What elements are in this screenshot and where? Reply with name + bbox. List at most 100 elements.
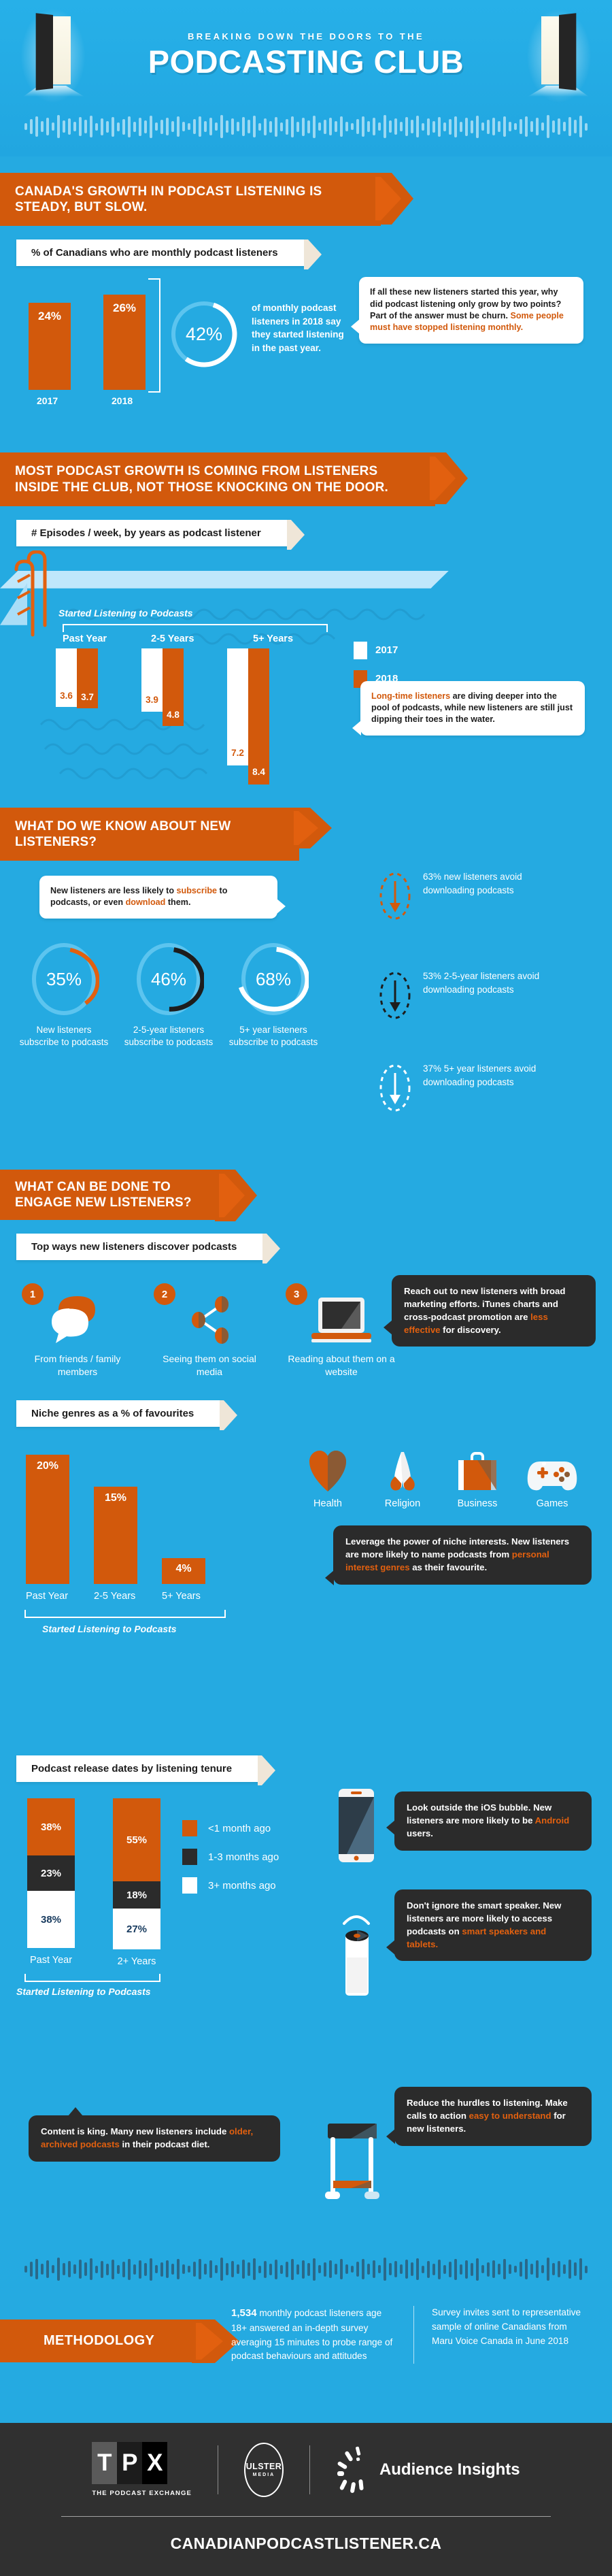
down-arrow-dashed-icon: [379, 972, 411, 1019]
pill-niche-genres-text: Niche genres as a % of favourites: [31, 1408, 194, 1420]
bar-group-2017-2018: 24% 26%: [29, 281, 146, 391]
callout-hurdles-end: for new listeners.: [407, 2111, 566, 2134]
donut-42-caption: of monthly podcast listeners in 2018 say…: [252, 303, 344, 354]
chevron-right-icon: [426, 452, 468, 506]
pill-episodes-week: # Episodes / week, by years as podcast l…: [16, 519, 305, 550]
genre-business: Business: [449, 1442, 506, 1509]
stack-past-year-seg1: 38%: [27, 1798, 75, 1856]
pill-monthly-listeners-text: % of Canadians who are monthly podcast l…: [31, 247, 278, 259]
genre-business-label: Business: [457, 1498, 498, 1510]
stack-past-year-seg2: 23%: [27, 1855, 75, 1892]
callout-speaker-bold: Don't ignore the smart speaker.: [407, 1900, 541, 1911]
bar-past-year-2017-value: 3.6: [60, 690, 73, 701]
stat-avoid-download-5plus-text: 37% 5+ year listeners avoid downloading …: [423, 1063, 537, 1087]
way-2-label: Seeing them on social media: [163, 1353, 256, 1378]
bar-past-year-2018: 3.7: [77, 648, 98, 708]
bar-2-5-years-2017: 3.9: [141, 648, 163, 712]
smartphone-icon: [337, 1787, 375, 1867]
pool-ladder-icon: [10, 550, 57, 642]
callout-ios-end: users.: [407, 1828, 433, 1838]
way-1-number: 1: [22, 1283, 44, 1306]
chevron-right-small-icon: [262, 1234, 281, 1264]
genre-religion: Religion: [374, 1442, 431, 1509]
section-banner-engage: WHAT CAN BE DONE TO ENGAGE NEW LISTENERS…: [0, 1170, 257, 1222]
methodology-col-b-text: Survey invites sent to representative sa…: [432, 2307, 581, 2346]
cat-5-plus-years: 5+ Years: [253, 633, 294, 644]
callout-long-time-listeners: Long-time listeners are diving deeper in…: [352, 680, 585, 736]
discovery-ways-list: 1 From friends / family members 2: [18, 1283, 401, 1378]
discovery-way-2: 2 Seeing them on socia: [150, 1283, 269, 1378]
callout-broad-marketing-a: Reach out to new listeners with broad ma…: [404, 1286, 566, 1322]
footer-site-url[interactable]: CANADIANPODCASTLISTENER.CA: [170, 2534, 442, 2553]
chevron-right-icon: [215, 1170, 257, 1222]
callout-niche-bold: Leverage the power of niche interests.: [345, 1536, 509, 1547]
stack-past-year-seg3: 38%: [27, 1891, 75, 1949]
cat-past-year: Past Year: [63, 633, 107, 644]
methodology-banner-text: METHODOLOGY: [44, 2333, 155, 2349]
callout-niche-interests: Leverage the power of niche interests. N…: [325, 1525, 592, 1586]
bar-2-5-years-2018: 4.8: [163, 648, 184, 726]
callout-content-is-king: Content is king. Many new listeners incl…: [29, 2107, 280, 2162]
callout-subscribe-hl2: download: [125, 897, 166, 908]
tpx-letter-t: T: [92, 2442, 118, 2485]
callout-content-end: in their podcast diet.: [119, 2139, 210, 2150]
stack-past-year-label: Past Year: [29, 1955, 73, 1966]
callout-ios-bubble: Look outside the iOS bubble. New listene…: [386, 1791, 592, 1851]
niche-cat-2-5-years: 2-5 Years: [94, 1591, 136, 1602]
section-banner-growth-inside: MOST PODCAST GROWTH IS COMING FROM LISTE…: [0, 452, 468, 506]
ring-5-plus-year: 68% 5+ year listeners subscribe to podca…: [226, 941, 321, 1048]
way-1-label: From friends / family members: [34, 1353, 121, 1378]
smart-speaker-icon: [333, 1909, 379, 2007]
way-3-number: 3: [286, 1283, 307, 1306]
bracket-decoration: [148, 278, 160, 393]
niche-cat-5-plus-years: 5+ Years: [162, 1591, 201, 1602]
callout-niche-plain: New listeners are more likely to name po…: [345, 1536, 570, 1560]
chevron-right-icon: [192, 2319, 239, 2367]
down-arrow-dashed-icon: [379, 872, 411, 920]
ring-2-5-year-value: 46%: [150, 968, 187, 989]
chart-release-dates: 38% 23% 38% Past Year 55% 18% 27% 2+ Yea…: [0, 1782, 612, 2075]
bar-2018-label: 2018: [112, 395, 133, 407]
ring-new-listeners: 35% New listeners subscribe to podcasts: [16, 941, 112, 1048]
chart-niche-genres: 20% 15% 4% Past Year 2-5 Years 5+ Years …: [0, 1438, 612, 1656]
callout-content-bold: Content is king.: [41, 2126, 108, 2137]
legend6-swatch-2: [182, 1849, 197, 1866]
tpx-letter-p: P: [117, 2442, 143, 2485]
laptop-icon: [282, 1287, 401, 1353]
tpx-subtitle: THE PODCAST EXCHANGE: [92, 2490, 192, 2498]
niche-bar-past-year: 20%: [26, 1455, 69, 1585]
open-door-left-icon: [20, 8, 86, 103]
bar-5-plus-2017-value: 7.2: [231, 747, 244, 758]
bar-pair-2-5-years: 3.9 4.8: [141, 648, 184, 726]
chevron-right-small-icon: [258, 1755, 276, 1786]
discovery-way-3: 3 Reading about them on a website: [282, 1283, 401, 1378]
legend6-label-1: <1 month ago: [208, 1822, 271, 1834]
stack-2-plus-years: 55% 18% 27% 2+ Years: [113, 1798, 160, 1967]
ring-new-listeners-value: 35%: [46, 968, 82, 989]
genre-health: Health: [299, 1442, 356, 1509]
stat-avoid-download-new-text: 63% new listeners avoid downloading podc…: [423, 872, 522, 895]
callout-ios-hl: Android: [534, 1815, 570, 1826]
niche-bar-past-year-value: 20%: [36, 1460, 59, 1472]
callout-hurdles-hl: easy to understand: [469, 2111, 551, 2121]
legend-item-2017: 2017: [354, 641, 398, 659]
callout-hurdles-bold: Reduce the hurdles to listening.: [407, 2098, 543, 2109]
tpx-logo: T P X THE PODCAST EXCHANGE: [92, 2442, 192, 2497]
section-banner-new-listeners: WHAT DO WE KNOW ABOUT NEW LISTENERS?: [0, 807, 332, 861]
niche-group-bracket: [24, 1610, 226, 1619]
share-network-icon: [150, 1287, 269, 1353]
methodology-sample-size: 1,534: [231, 2307, 257, 2319]
section-engage: WHAT CAN BE DONE TO ENGAGE NEW LISTENERS…: [0, 1170, 612, 1634]
engage-body: 1 From friends / family members 2: [0, 1260, 612, 1634]
callout-niche-hl: personal interest genres: [345, 1549, 549, 1572]
pool-deck-decoration: [0, 570, 449, 589]
donut-42-wrap: 42%: [169, 299, 239, 369]
section-content-king: Content is king. Many new listeners incl…: [0, 2075, 612, 2287]
bar-2-5-years-2017-value: 3.9: [146, 694, 158, 705]
section-episodes: MOST PODCAST GROWTH IS COMING FROM LISTE…: [0, 452, 612, 791]
ring-gauges: 35% New listeners subscribe to podcasts …: [16, 941, 321, 1048]
callout-speaker-plain: New listeners are more likely to access …: [407, 1900, 562, 1936]
chart-episodes-week: Started Listening to Podcasts Past Year …: [0, 546, 612, 791]
hero-title: PODCASTING CLUB: [148, 43, 464, 80]
callout-subscribe-mid: to podcasts, or even: [50, 886, 228, 908]
